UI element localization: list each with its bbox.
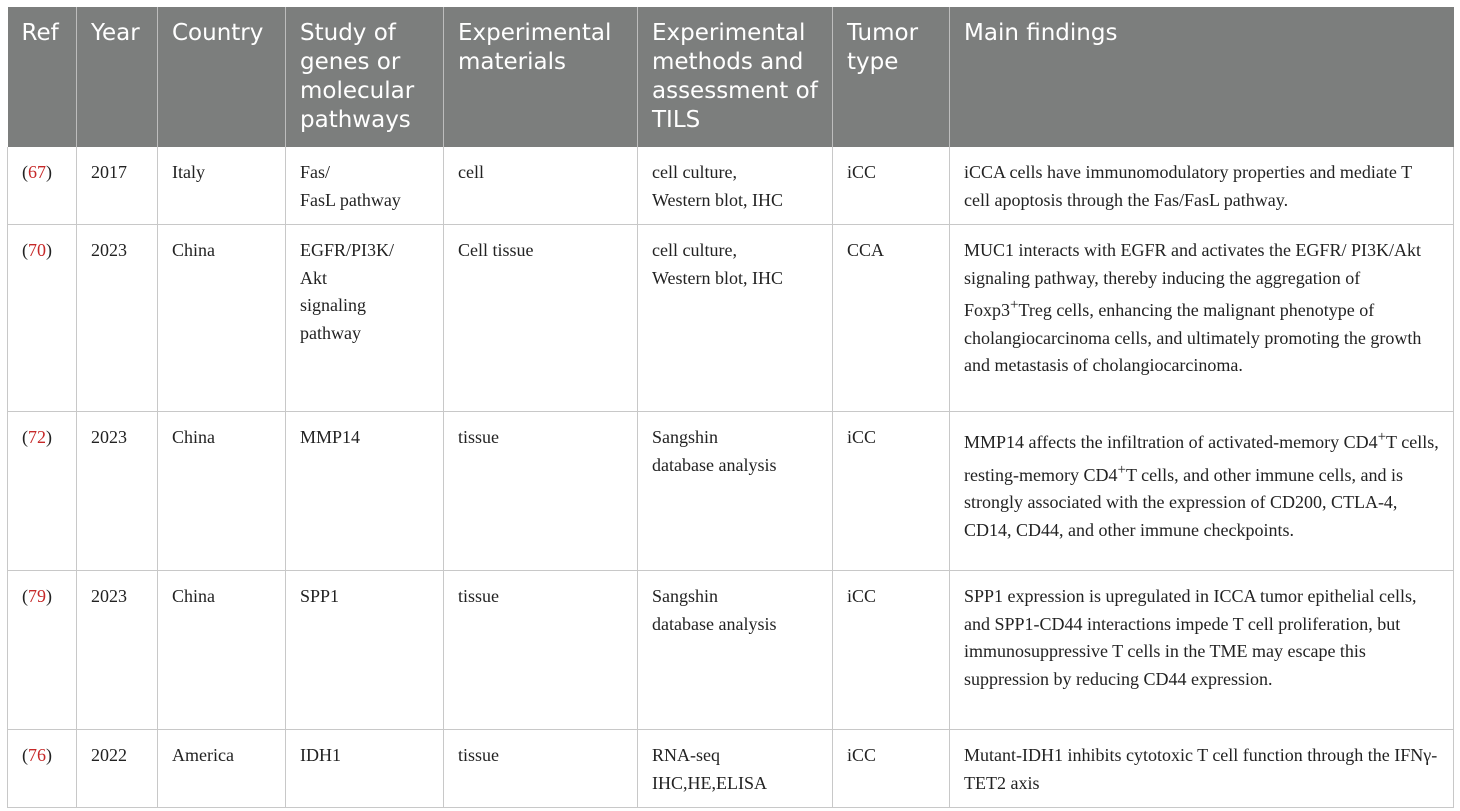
genes-cell: SPP1 [285,570,444,730]
materials-cell: Cell tissue [443,224,638,412]
country-cell: China [157,411,286,571]
ref-cell: (76) [7,729,77,808]
methods-line: Sangshin [652,427,719,447]
table-container: Ref Year Country Study of genes or molec… [7,7,1454,808]
tumor-type-cell: iCC [832,147,950,225]
table-row: (67) 2017 Italy Fas/FasL pathway cell ce… [7,147,1454,225]
table-row: (72) 2023 China MMP14 tissue Sangshin dat… [7,411,1454,571]
findings-text: T cells, resting-memory CD4 [964,432,1439,485]
table-row: (79) 2023 China SPP1 tissue Sangshin data… [7,570,1454,730]
country-cell: China [157,224,286,412]
table-row: (70) 2023 China EGFR/PI3K/Akt signaling pa… [7,224,1454,412]
header-methods: Experimental methods and assessment of T… [637,7,833,147]
methods-cell: Sangshin database analysis [637,570,833,730]
ref-link[interactable]: 76 [28,745,46,765]
methods-cell: Sangshin database analysis [637,411,833,571]
findings-text: T cells, and other immune cells, and is … [964,464,1404,540]
findings-cell: MUC1 interacts with EGFR and activates t… [949,224,1454,412]
genes-line: Fas/ [300,162,331,182]
ref-cell: (79) [7,570,77,730]
methods-line: Western blot, IHC [652,267,784,288]
header-main-findings: Main findings [949,7,1454,147]
country-cell: America [157,729,286,808]
ref-link[interactable]: 79 [28,586,46,606]
header-year: Year [76,7,158,147]
methods-line: database analysis [652,454,777,475]
header-country: Country [157,7,286,147]
header-ref: Ref [7,7,77,147]
findings-cell: Mutant-IDH1 inhibits cytotoxic T cell fu… [949,729,1454,808]
methods-line: RNA-seq [652,745,720,765]
header-tumor-type: Tumor type [832,7,950,147]
genes-line: EGFR/PI3K/ [300,240,395,260]
tumor-type-cell: iCC [832,570,950,730]
findings-cell: MMP14 affects the infiltration of activa… [949,411,1454,571]
superscript-plus: + [1377,429,1387,445]
methods-line: Sangshin [652,586,719,606]
findings-text: SPP1 expression is upregulated in ICCA t… [964,586,1417,689]
year-cell: 2022 [76,729,158,808]
genes-line: FasL pathway [300,189,401,210]
methods-line: Western blot, IHC [652,189,784,210]
ref-cell: (72) [7,411,77,571]
genes-line: MMP14 [300,427,361,447]
ref-cell: (70) [7,224,77,412]
methods-line: cell culture, [652,240,737,260]
country-cell: China [157,570,286,730]
year-cell: 2017 [76,147,158,225]
header-genes: Study of genes or molecular pathways [285,7,444,147]
tumor-type-cell: iCC [832,729,950,808]
findings-text: MMP14 affects the infiltration of activa… [964,432,1378,452]
tumor-type-cell: iCC [832,411,950,571]
header-materials: Experimental materials [443,7,638,147]
genes-line: pathway [300,322,361,343]
findings-text: Mutant-IDH1 inhibits cytotoxic T cell fu… [964,745,1438,793]
genes-line: signaling [300,295,366,315]
materials-cell: tissue [443,411,638,571]
methods-line: cell culture, [652,162,737,182]
methods-line: database analysis [652,613,777,634]
country-cell: Italy [157,147,286,225]
findings-cell: iCCA cells have immunomodulatory propert… [949,147,1454,225]
table-row: (76) 2022 America IDH1 tissue RNA-seq IHC… [7,729,1454,808]
studies-table: Ref Year Country Study of genes or molec… [7,7,1454,808]
findings-text: iCCA cells have immunomodulatory propert… [964,162,1412,210]
genes-cell: EGFR/PI3K/Akt signaling pathway [285,224,444,412]
genes-line: SPP1 [300,586,340,606]
ref-link[interactable]: 70 [28,240,46,260]
superscript-plus: + [1117,461,1126,478]
genes-line: IDH1 [300,745,341,765]
genes-cell: Fas/FasL pathway [285,147,444,225]
ref-link[interactable]: 67 [28,162,46,182]
genes-cell: MMP14 [285,411,444,571]
findings-text: Treg cells, enhancing the malignant phen… [964,300,1422,375]
materials-cell: tissue [443,729,638,808]
year-cell: 2023 [76,224,158,412]
materials-cell: cell [443,147,638,225]
header-row: Ref Year Country Study of genes or molec… [7,7,1454,147]
findings-text: MUC1 interacts with EGFR and activates t… [964,240,1421,320]
genes-line: Akt [300,267,327,288]
methods-line: IHC,HE,ELISA [652,772,767,793]
genes-cell: IDH1 [285,729,444,808]
ref-link[interactable]: 72 [28,427,46,447]
year-cell: 2023 [76,570,158,730]
materials-cell: tissue [443,570,638,730]
ref-cell: (67) [7,147,77,225]
methods-cell: cell culture, Western blot, IHC [637,224,833,412]
methods-cell: RNA-seq IHC,HE,ELISA [637,729,833,808]
methods-cell: cell culture, Western blot, IHC [637,147,833,225]
year-cell: 2023 [76,411,158,571]
superscript-plus: + [1010,297,1019,313]
tumor-type-cell: CCA [832,224,950,412]
findings-cell: SPP1 expression is upregulated in ICCA t… [949,570,1454,730]
